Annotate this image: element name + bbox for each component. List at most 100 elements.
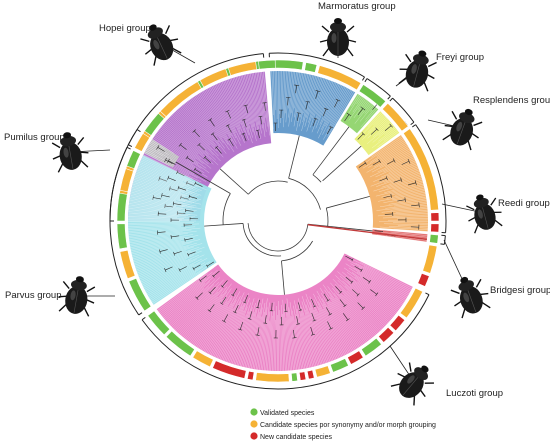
tip-branch [209,308,234,355]
tip-branch [133,246,189,263]
tip-branch [170,115,216,161]
internal-branch [234,304,239,313]
internal-branch [198,279,202,283]
tip-branch [240,75,255,128]
internal-branch [208,118,213,122]
tip-branch [129,198,192,209]
internal-branch [209,304,215,312]
tip-branch [207,88,237,144]
tip-branch [318,86,344,139]
tip-branch [347,95,361,115]
tip-branch [339,275,391,321]
beetle-leg [86,299,95,304]
tip-branch [239,311,255,367]
tip-branch [303,75,313,114]
tip-branch [189,99,225,149]
tip-branch [356,271,405,303]
status-segment-validated [116,192,128,222]
tip-branch [137,167,200,192]
tip-branch [309,301,334,361]
beetle-highlight [153,40,160,50]
tip-branch [339,284,383,330]
internal-branch [196,292,203,299]
beetle-leg [423,81,429,92]
internal-branch [311,299,315,307]
tip-branch [133,242,198,261]
tip-branch [235,307,253,365]
tip-branch [129,201,197,211]
tip-branch [298,298,317,367]
tip-branch [304,315,320,366]
tip-branch [389,172,421,184]
tip-branch [348,254,413,287]
tip-branch [152,271,202,304]
beetle-highlight [63,147,69,158]
internal-branch [352,289,359,296]
tip-branch [305,299,329,363]
tip-branch [129,199,177,207]
internal-branch [209,286,216,294]
status-segment-new [430,212,440,222]
status-segment-new [430,223,440,233]
tip-branch [296,308,310,368]
tip-branch [359,102,370,116]
tip-branch [128,209,198,216]
tip-branch [181,105,216,147]
tip-branch [163,283,206,319]
tip-branch [288,307,297,370]
tip-branch [285,71,289,114]
internal-branch [342,313,349,320]
tip-branch [175,279,224,332]
status-segment-new [246,370,255,381]
tip-branch [386,190,425,199]
tip-branch [139,259,186,280]
beetle-leg [347,39,357,43]
tip-branch [144,151,190,176]
tip-branch [199,92,234,147]
internal-branch [177,171,185,177]
internal-branch [360,106,366,111]
tip-branch [327,305,354,351]
internal-branch [358,162,366,168]
tip-branch [137,168,185,187]
legend-candidate-text: Candidate species por synonymy and/or mo… [260,422,436,429]
beetle-freyi-image [398,50,437,92]
tip-branch [136,169,191,190]
beetle-suture [73,290,79,313]
label-resplendens: Resplendens group [473,95,550,106]
legend-new-swatch [250,432,258,440]
internal-branch [386,160,395,165]
tip-branch [129,196,202,209]
tip-branch [326,300,357,349]
tip-branch [338,294,374,337]
status-segment-validated [291,372,298,382]
status-segment-new [212,360,247,379]
tip-branch [128,206,186,213]
backbone-stem [281,260,285,295]
tip-branch [346,290,384,328]
tip-branch [378,191,426,202]
tip-branch [132,183,199,201]
tip-branch [327,91,355,137]
tip-branch [139,161,192,185]
internal-branch [292,337,297,339]
beetle-leg [83,307,90,317]
backbone-stem [326,196,370,209]
tip-branch [382,216,428,219]
tip-branch [155,133,199,165]
internal-branch [198,144,205,151]
tip-branch [263,71,270,136]
tip-branch [334,298,368,342]
tip-branch [185,286,228,340]
tip-branch [144,263,195,290]
tip-branch [128,227,201,235]
internal-branch [157,231,166,233]
internal-branch [229,139,234,147]
tip-branch [326,89,350,132]
tip-branch [373,175,422,192]
tip-branch [246,74,261,139]
status-segment-validated [258,59,276,70]
tip-branch [165,281,211,321]
tip-branch [130,240,182,252]
tip-branch [371,136,402,158]
